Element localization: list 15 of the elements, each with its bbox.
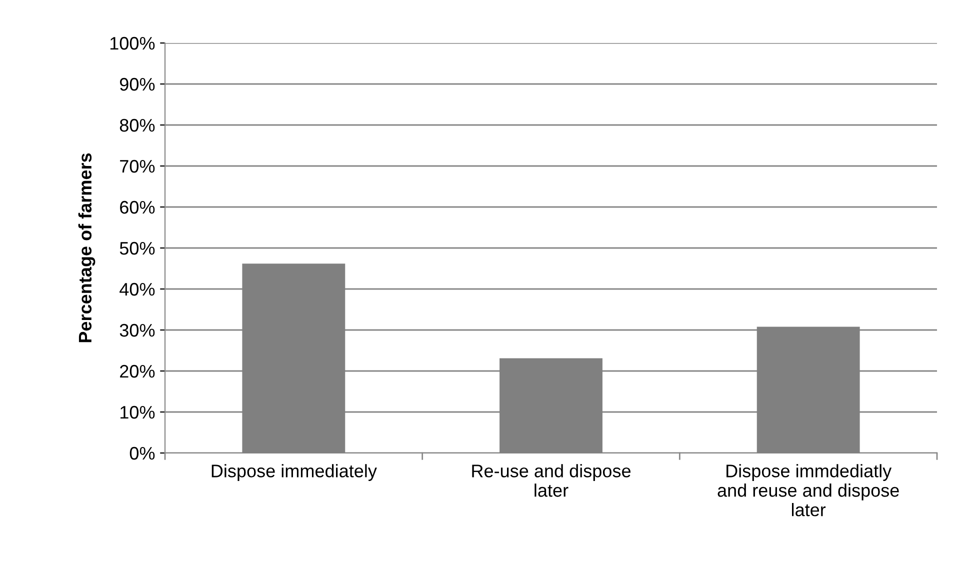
y-tick-label: 90% xyxy=(120,78,155,91)
x-tick-label: Dispose immdediatly and reuse and dispose later xyxy=(718,464,899,516)
y-tick-label: 20% xyxy=(120,364,155,378)
x-tick-label: Re-use and dispose later xyxy=(472,464,630,497)
y-tick-label: 100% xyxy=(110,36,155,50)
y-tick-label: 40% xyxy=(120,282,155,296)
y-tick-label: 50% xyxy=(120,242,155,255)
y-tick-label: 80% xyxy=(120,118,155,132)
y-tick-label: 70% xyxy=(120,160,155,173)
y-tick-label: 10% xyxy=(120,406,155,419)
y-tick-label: 60% xyxy=(120,200,155,214)
y-axis-title: Percentage of farmers xyxy=(78,153,96,342)
y-tick-label: 0% xyxy=(130,446,155,460)
x-tick-label: Dispose immediately xyxy=(212,464,377,481)
y-tick-label: 30% xyxy=(120,324,155,337)
